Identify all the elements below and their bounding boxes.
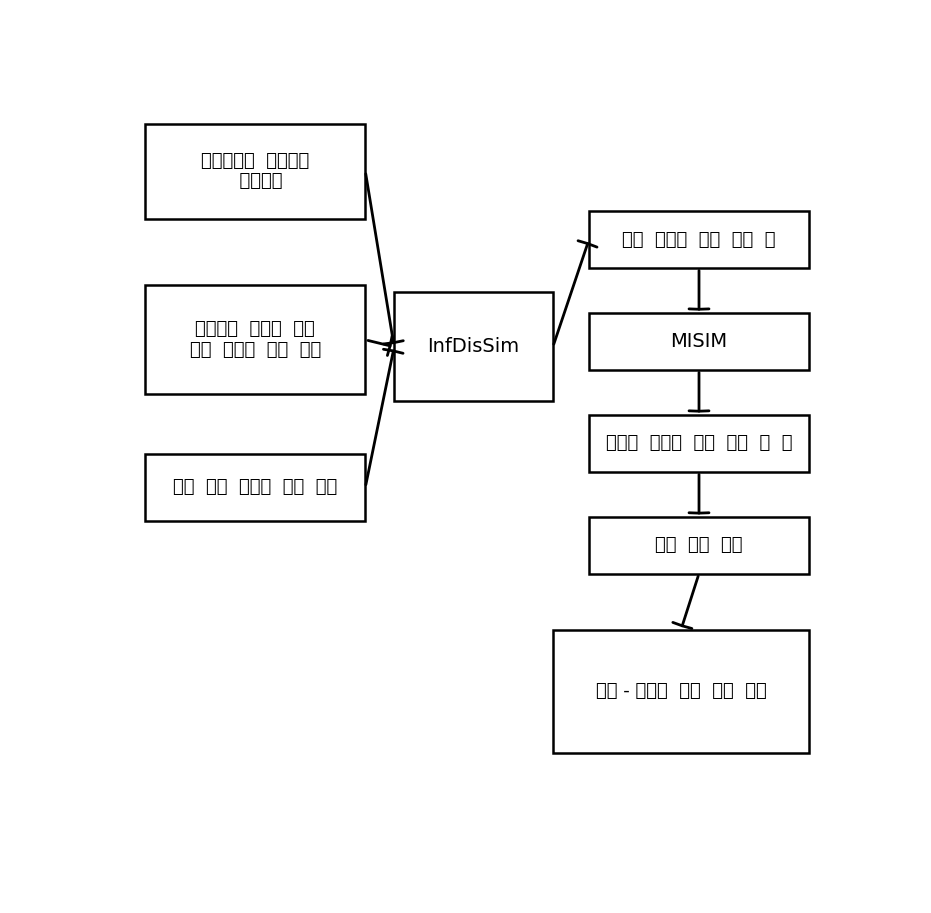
Text: 疾病  相似性  矩阵  相似  性: 疾病 相似性 矩阵 相似 性 (622, 231, 776, 248)
Text: InfDisSim: InfDisSim (427, 337, 519, 356)
FancyBboxPatch shape (145, 286, 365, 394)
Text: 代谢物  相似性  矩阵  代谢  物  相: 代谢物 相似性 矩阵 代谢 物 相 (606, 435, 792, 453)
FancyBboxPatch shape (145, 454, 365, 520)
FancyBboxPatch shape (553, 630, 809, 753)
FancyBboxPatch shape (589, 415, 809, 472)
FancyBboxPatch shape (589, 313, 809, 370)
Text: 疾病 - 代谢物  关联  网络  疾病: 疾病 - 代谢物 关联 网络 疾病 (596, 682, 766, 700)
Text: 疾病  网络  疾病: 疾病 网络 疾病 (655, 537, 743, 554)
FancyBboxPatch shape (394, 292, 553, 402)
Text: MISIM: MISIM (670, 332, 727, 352)
FancyBboxPatch shape (589, 212, 809, 268)
Text: 疾病  语义  相似性  语义  相似: 疾病 语义 相似性 语义 相似 (173, 478, 337, 497)
FancyBboxPatch shape (589, 518, 809, 573)
Text: 疾病基因集  疾病基因
  常见疾病: 疾病基因集 疾病基因 常见疾病 (201, 152, 309, 191)
Text: 疾病表型  相似性  表型
表型  相似性  表型  相似: 疾病表型 相似性 表型 表型 相似性 表型 相似 (190, 320, 321, 359)
FancyBboxPatch shape (145, 123, 365, 218)
